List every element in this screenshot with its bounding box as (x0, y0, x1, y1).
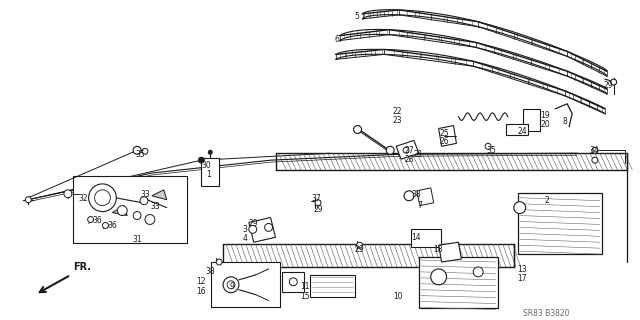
Text: 5: 5 (355, 12, 360, 21)
Text: 33: 33 (150, 202, 160, 211)
Circle shape (26, 197, 31, 203)
Text: 23: 23 (392, 116, 402, 125)
Circle shape (208, 150, 212, 154)
Text: 37: 37 (311, 194, 321, 203)
Circle shape (403, 147, 409, 153)
Text: 16: 16 (196, 287, 206, 296)
Circle shape (289, 278, 297, 286)
Circle shape (102, 222, 108, 228)
Text: 12: 12 (196, 277, 206, 286)
Text: 30: 30 (202, 161, 211, 170)
Polygon shape (438, 242, 461, 262)
Circle shape (611, 79, 616, 85)
Circle shape (514, 202, 525, 213)
Circle shape (133, 212, 141, 220)
Bar (506, 124, 527, 135)
Circle shape (88, 217, 93, 222)
Bar (73, 176, 186, 243)
Bar (523, 109, 541, 131)
Text: 29: 29 (604, 81, 613, 90)
Text: 14: 14 (411, 233, 420, 242)
Text: 6: 6 (335, 35, 340, 44)
Circle shape (315, 200, 321, 206)
Text: 35: 35 (135, 150, 145, 159)
Polygon shape (113, 206, 127, 216)
Text: 15: 15 (300, 292, 310, 301)
Text: 11: 11 (300, 282, 310, 291)
Text: 29: 29 (249, 220, 259, 228)
Text: 17: 17 (516, 274, 526, 283)
Text: 1: 1 (206, 170, 211, 179)
Bar (518, 193, 602, 254)
Text: 19: 19 (541, 111, 550, 120)
Text: 26: 26 (440, 137, 449, 147)
Circle shape (95, 190, 110, 206)
Text: 21: 21 (414, 150, 424, 159)
Text: 33: 33 (140, 190, 150, 199)
Text: 9: 9 (229, 282, 234, 291)
Text: 24: 24 (518, 126, 527, 136)
Text: 29: 29 (355, 245, 364, 254)
Bar (202, 158, 219, 186)
Circle shape (264, 223, 273, 231)
Text: 18: 18 (434, 245, 444, 254)
Circle shape (592, 157, 598, 163)
Circle shape (142, 148, 148, 154)
Text: 20: 20 (541, 120, 550, 129)
Text: 34: 34 (589, 146, 598, 155)
Bar (419, 257, 498, 308)
Text: 36: 36 (93, 216, 102, 225)
Polygon shape (417, 188, 434, 206)
Text: 10: 10 (393, 292, 403, 301)
Bar (411, 229, 440, 247)
Bar (211, 262, 280, 307)
Text: 31: 31 (132, 235, 142, 244)
Circle shape (223, 277, 239, 293)
Circle shape (485, 143, 491, 149)
Circle shape (88, 184, 116, 212)
Text: 38: 38 (205, 267, 215, 276)
Circle shape (356, 242, 362, 248)
Text: 7: 7 (417, 201, 422, 210)
Bar (310, 275, 355, 297)
Circle shape (117, 206, 127, 216)
Circle shape (227, 281, 235, 289)
Circle shape (133, 146, 141, 154)
Circle shape (473, 267, 483, 277)
Circle shape (404, 191, 414, 201)
Circle shape (249, 225, 257, 233)
Text: 32: 32 (79, 194, 88, 203)
Circle shape (198, 157, 204, 163)
Circle shape (592, 147, 598, 153)
Polygon shape (438, 125, 456, 146)
Text: 27: 27 (404, 146, 413, 155)
Text: 38: 38 (411, 190, 420, 199)
Polygon shape (249, 218, 275, 242)
Text: 13: 13 (516, 265, 526, 274)
Circle shape (431, 269, 447, 285)
Text: SR83 B3820: SR83 B3820 (523, 309, 569, 318)
Circle shape (354, 125, 362, 133)
Text: 8: 8 (562, 117, 567, 126)
Text: 2: 2 (545, 196, 549, 205)
Text: 29: 29 (313, 205, 323, 214)
Circle shape (140, 197, 148, 205)
Text: 4: 4 (243, 234, 248, 243)
Text: 3: 3 (243, 225, 248, 235)
Text: 36: 36 (108, 221, 117, 230)
Text: FR.: FR. (73, 262, 91, 272)
Polygon shape (396, 140, 419, 159)
Circle shape (64, 190, 72, 198)
Text: 35: 35 (486, 146, 496, 155)
Polygon shape (152, 190, 167, 200)
Bar (282, 272, 304, 292)
Circle shape (145, 214, 155, 224)
Circle shape (387, 146, 394, 154)
Text: 28: 28 (404, 155, 413, 164)
Text: 25: 25 (440, 129, 449, 138)
Circle shape (216, 259, 222, 265)
Text: 22: 22 (392, 107, 402, 116)
